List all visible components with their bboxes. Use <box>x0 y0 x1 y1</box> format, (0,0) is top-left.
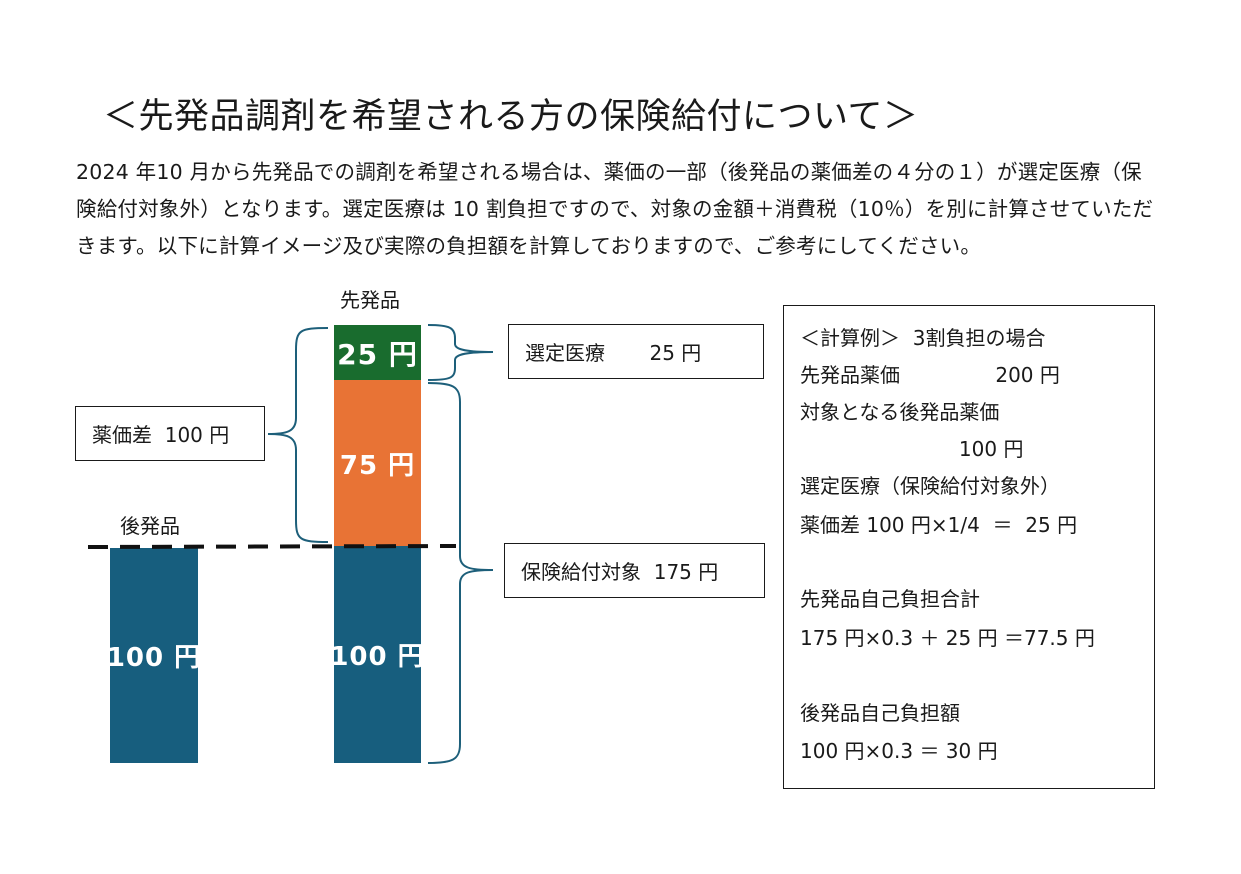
intro-line: 2024 年10 月から先発品での調剤を希望される場合は、薬価の一部（後発品の薬… <box>76 160 1142 184</box>
intro-line: 険給付対象外）となります。選定医療は 10 割負担ですので、対象の金額＋消費税（… <box>76 197 1154 221</box>
insured-brace <box>427 382 494 764</box>
calc-line: 100 円 <box>800 437 1024 461</box>
selected-brace <box>427 324 494 381</box>
calc-line: ＜計算例＞ 3割負担の場合 <box>800 326 1046 350</box>
generic-bar: 100 円 <box>107 548 200 763</box>
generic-drug-label: 後発品 <box>120 514 180 538</box>
intro-line: きます。以下に計算イメージ及び実際の負担額を計算しておりますので、ご参考にしてく… <box>76 234 982 258</box>
calc-line: 薬価差 100 円×1/4 ＝ 25 円 <box>800 513 1078 537</box>
price-diff-callout: 薬価差 100 円 <box>75 406 265 461</box>
insured-callout: 保険給付対象 175 円 <box>504 543 765 598</box>
calc-line: 対象となる後発品薬価 <box>800 400 1000 424</box>
intro-paragraph: 2024 年10 月から先発品での調剤を希望される場合は、薬価の一部（後発品の薬… <box>76 154 1176 265</box>
baseline-dashed-line <box>87 544 457 549</box>
selected-medical-callout: 選定医療 25 円 <box>508 324 764 379</box>
brand-bar-selected: 25 円 <box>334 325 421 380</box>
price-diff-brace <box>267 327 329 543</box>
brand-drug-label: 先発品 <box>340 288 400 312</box>
calc-line: 後発品自己負担額 <box>800 701 960 725</box>
page-title: ＜先発品調剤を希望される方の保険給付について＞ <box>103 97 919 137</box>
calc-example-box: ＜計算例＞ 3割負担の場合 先発品薬価 200 円 対象となる後発品薬価 100… <box>783 305 1155 789</box>
brand-bar-base: 100 円 <box>330 546 424 763</box>
calc-line: 175 円×0.3 ＋ 25 円 ＝77.5 円 <box>800 626 1095 650</box>
brand-bar-price-diff-remainder: 75 円 <box>334 380 421 546</box>
calc-line: 先発品薬価 200 円 <box>800 363 1060 387</box>
calc-line: 100 円×0.3 ＝ 30 円 <box>800 739 998 763</box>
calc-line: 先発品自己負担合計 <box>800 587 980 611</box>
calc-line: 選定医療（保険給付対象外） <box>800 474 1060 498</box>
